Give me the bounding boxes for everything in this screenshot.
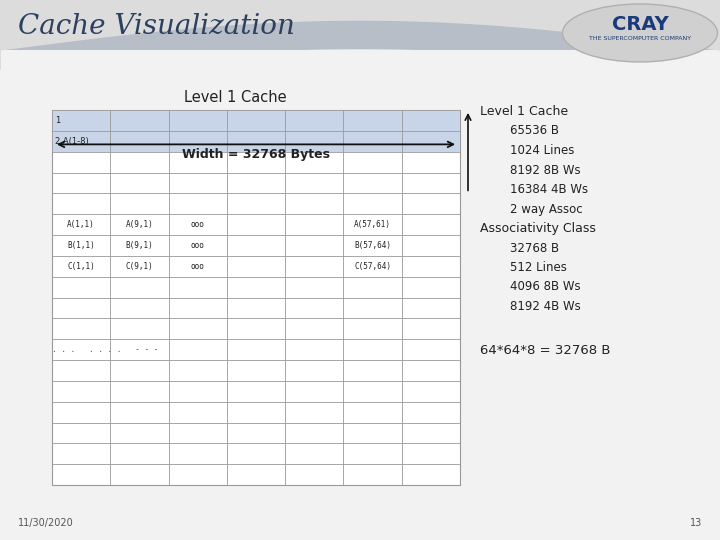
Text: Level 1 Cache: Level 1 Cache (184, 90, 287, 105)
Text: Associativity Class: Associativity Class (480, 222, 596, 235)
Text: 13: 13 (690, 518, 702, 528)
Text: 1024 Lines: 1024 Lines (480, 144, 575, 157)
Text: 65536 B: 65536 B (480, 125, 559, 138)
Polygon shape (0, 0, 720, 70)
Text: A(9,1): A(9,1) (125, 220, 153, 229)
Text: THE SUPERCOMPUTER COMPANY: THE SUPERCOMPUTER COMPANY (589, 37, 691, 42)
Bar (52, 131, 460, 152)
Polygon shape (0, 50, 720, 100)
Text: Level 1 Cache: Level 1 Cache (480, 105, 568, 118)
Bar (52, 110, 460, 485)
Text: ooo: ooo (191, 241, 204, 250)
Text: B(9,1): B(9,1) (125, 241, 153, 250)
Text: Width = 32768 Bytes: Width = 32768 Bytes (182, 148, 330, 161)
Text: 4096 8B Ws: 4096 8B Ws (480, 280, 580, 294)
Text: 1: 1 (55, 116, 60, 125)
Bar (0, 0, 720, 70)
Text: 8192 4B Ws: 8192 4B Ws (480, 300, 581, 313)
Text: 2 way Assoc: 2 way Assoc (480, 202, 582, 215)
Text: 16384 4B Ws: 16384 4B Ws (480, 183, 588, 196)
Text: 512 Lines: 512 Lines (480, 261, 567, 274)
Text: C(9,1): C(9,1) (125, 262, 153, 271)
Text: ooo: ooo (191, 262, 204, 271)
Text: Cache Visualization: Cache Visualization (18, 13, 295, 40)
Text: . . .   . . . .   - - -: . . . . . . . - - - (52, 345, 158, 354)
Text: C(57,64): C(57,64) (354, 262, 391, 271)
Bar (52, 110, 460, 131)
Text: 8192 8B Ws: 8192 8B Ws (480, 164, 580, 177)
Text: ooo: ooo (191, 220, 204, 229)
Ellipse shape (562, 4, 718, 62)
Text: 11/30/2020: 11/30/2020 (18, 518, 73, 528)
Text: 32768 B: 32768 B (480, 241, 559, 254)
Text: B(57,64): B(57,64) (354, 241, 391, 250)
Text: 64*64*8 = 32768 B: 64*64*8 = 32768 B (480, 344, 611, 357)
Text: A(1,1): A(1,1) (67, 220, 95, 229)
Text: 2 A(1-8): 2 A(1-8) (55, 137, 89, 146)
Text: A(57,61): A(57,61) (354, 220, 391, 229)
Text: B(1,1): B(1,1) (67, 241, 95, 250)
Text: CRAY: CRAY (611, 16, 668, 35)
Text: C(1,1): C(1,1) (67, 262, 95, 271)
